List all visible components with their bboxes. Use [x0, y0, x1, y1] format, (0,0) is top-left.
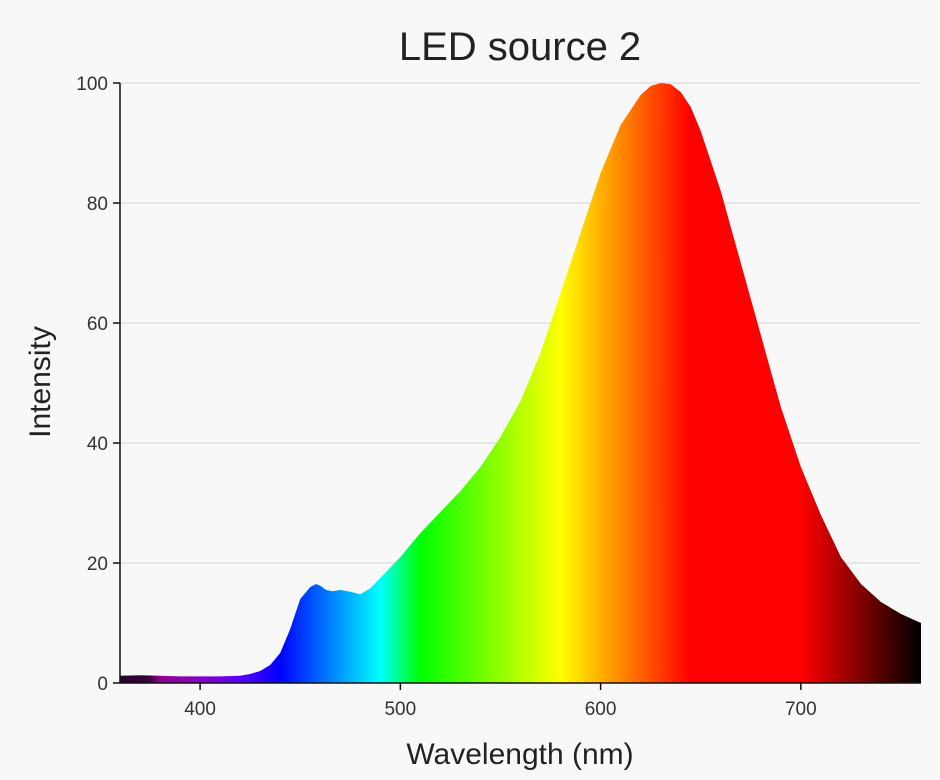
x-tick-label-700: 700 [785, 699, 817, 720]
y-tick-label-0: 0 [97, 674, 108, 695]
x-tick-label-600: 600 [585, 699, 617, 720]
axes [119, 83, 921, 684]
y-tick-label-80: 80 [87, 194, 108, 215]
x-axis-label: Wavelength (nm) [406, 738, 633, 771]
y-tick-label-60: 60 [87, 314, 108, 335]
x-axis-ticks: 400 500 600 700 [184, 683, 817, 720]
y-axis-ticks: 0 20 40 60 80 100 [76, 74, 120, 695]
spectrum-area [120, 83, 921, 683]
y-tick-label-20: 20 [87, 554, 108, 575]
y-axis-label: Intensity [24, 326, 57, 438]
x-tick-label-400: 400 [184, 699, 216, 720]
y-tick-label-40: 40 [87, 434, 108, 455]
x-tick-label-500: 500 [384, 699, 416, 720]
chart-title: LED source 2 [399, 25, 641, 69]
y-tick-label-100: 100 [76, 74, 108, 95]
